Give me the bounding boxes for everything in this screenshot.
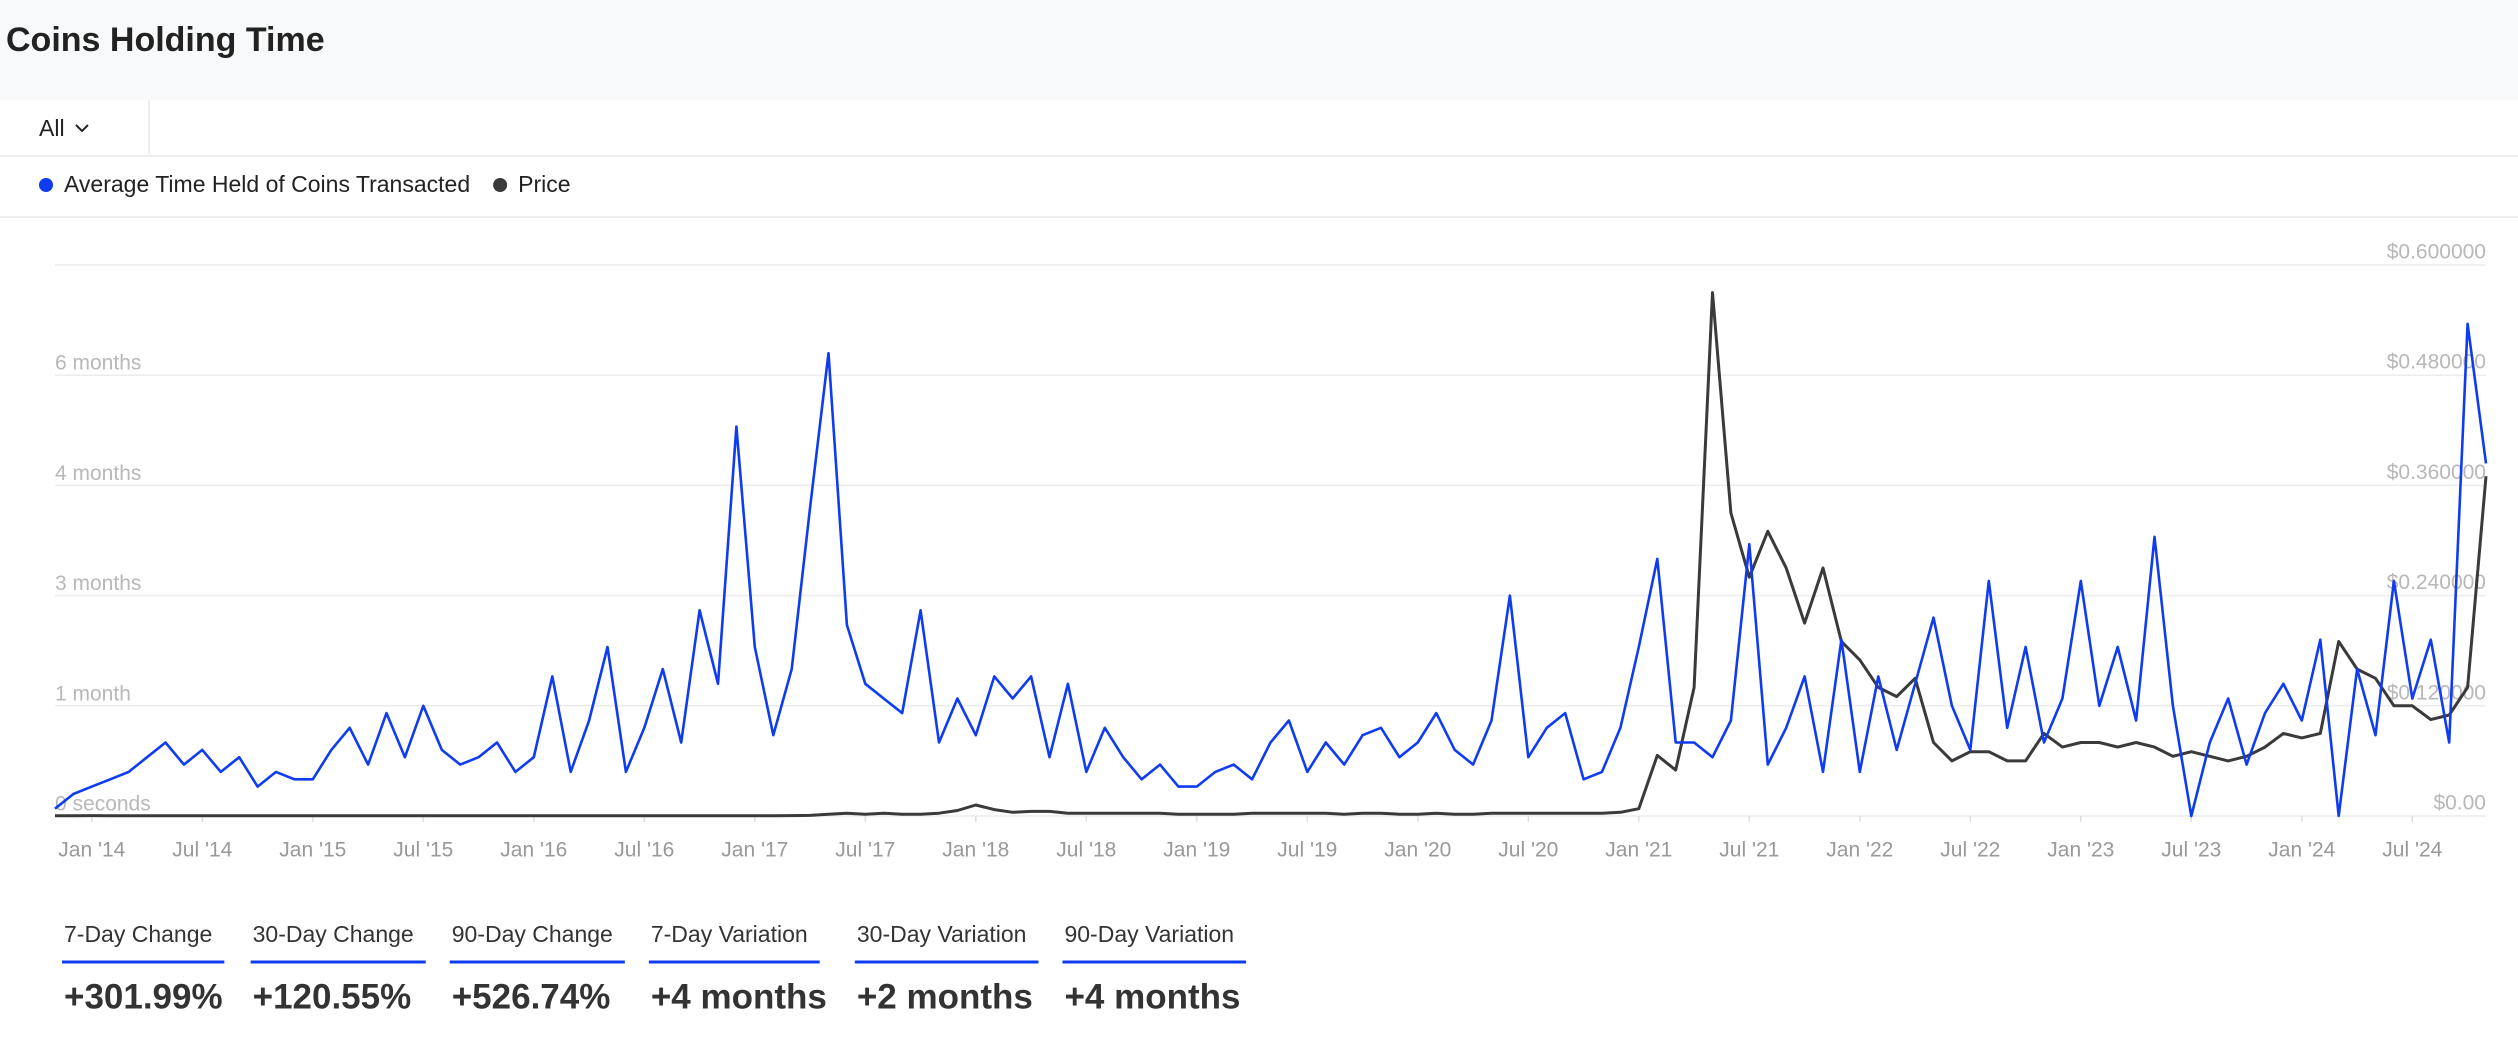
legend-dot [493, 178, 508, 192]
y2-tick-label: $0.360000 [2387, 461, 2486, 484]
stat-label: 90-Day Change [452, 921, 613, 947]
x-tick-label: Jan '23 [2047, 839, 2114, 862]
stat-value: +4 months [1064, 977, 1240, 1016]
x-tick-label: Jan '14 [58, 839, 125, 862]
y2-tick-label: $0.240000 [2387, 571, 2486, 594]
y-tick-label: 3 months [55, 572, 141, 595]
x-tick-label: Jul '15 [393, 839, 453, 862]
x-tick-label: Jan '19 [1163, 839, 1230, 862]
y2-tick-label: $0.120000 [2387, 681, 2486, 704]
x-tick-label: Jan '16 [500, 839, 567, 862]
legend-label[interactable]: Average Time Held of Coins Transacted [64, 171, 470, 197]
series-line [55, 291, 2488, 818]
x-tick-label: Jul '17 [835, 839, 895, 862]
stat-label: 7-Day Variation [651, 921, 808, 947]
y2-tick-label: $0.600000 [2387, 241, 2486, 264]
x-tick-label: Jan '20 [1384, 839, 1451, 862]
x-tick-label: Jul '16 [614, 839, 674, 862]
y-tick-label: 4 months [55, 462, 141, 485]
x-tick-label: Jul '18 [1056, 839, 1116, 862]
x-tick-label: Jul '24 [2382, 839, 2442, 862]
y-tick-label: 1 month [55, 682, 131, 705]
x-tick-label: Jan '22 [1826, 839, 1893, 862]
header-bg [0, 0, 2518, 100]
y-tick-label: 6 months [55, 352, 141, 375]
page-title: Coins Holding Time [6, 21, 325, 59]
x-tick-label: Jul '20 [1498, 839, 1558, 862]
x-tick-label: Jan '18 [942, 839, 1009, 862]
x-tick-label: Jul '19 [1277, 839, 1337, 862]
stat-value: +120.55% [253, 977, 412, 1016]
stat-label: 30-Day Change [253, 921, 414, 947]
y2-tick-label: $0.480000 [2387, 351, 2486, 374]
x-tick-label: Jan '24 [2268, 839, 2335, 862]
x-tick-label: Jul '23 [2161, 839, 2221, 862]
y-tick-label: 0 seconds [55, 793, 151, 816]
x-tick-label: Jan '15 [279, 839, 346, 862]
filter-chevron[interactable] [75, 124, 89, 133]
stat-label: 30-Day Variation [857, 921, 1027, 947]
y2-tick-label: $0.00 [2433, 792, 2486, 815]
legend-dot [39, 178, 53, 192]
stat-label: 7-Day Change [64, 921, 212, 947]
legend-label[interactable]: Price [518, 171, 570, 197]
x-tick-label: Jul '21 [1719, 839, 1779, 862]
stat-value: +4 months [651, 977, 827, 1016]
series-line [54, 322, 2488, 818]
x-tick-label: Jul '22 [1940, 839, 2000, 862]
filter-value[interactable]: All [39, 115, 65, 141]
stat-label: 90-Day Variation [1064, 921, 1234, 947]
x-tick-label: Jan '21 [1605, 839, 1672, 862]
stat-value: +526.74% [452, 977, 611, 1016]
stat-value: +301.99% [64, 977, 223, 1016]
x-tick-label: Jul '14 [172, 839, 232, 862]
x-tick-label: Jan '17 [721, 839, 788, 862]
stat-value: +2 months [857, 977, 1033, 1016]
